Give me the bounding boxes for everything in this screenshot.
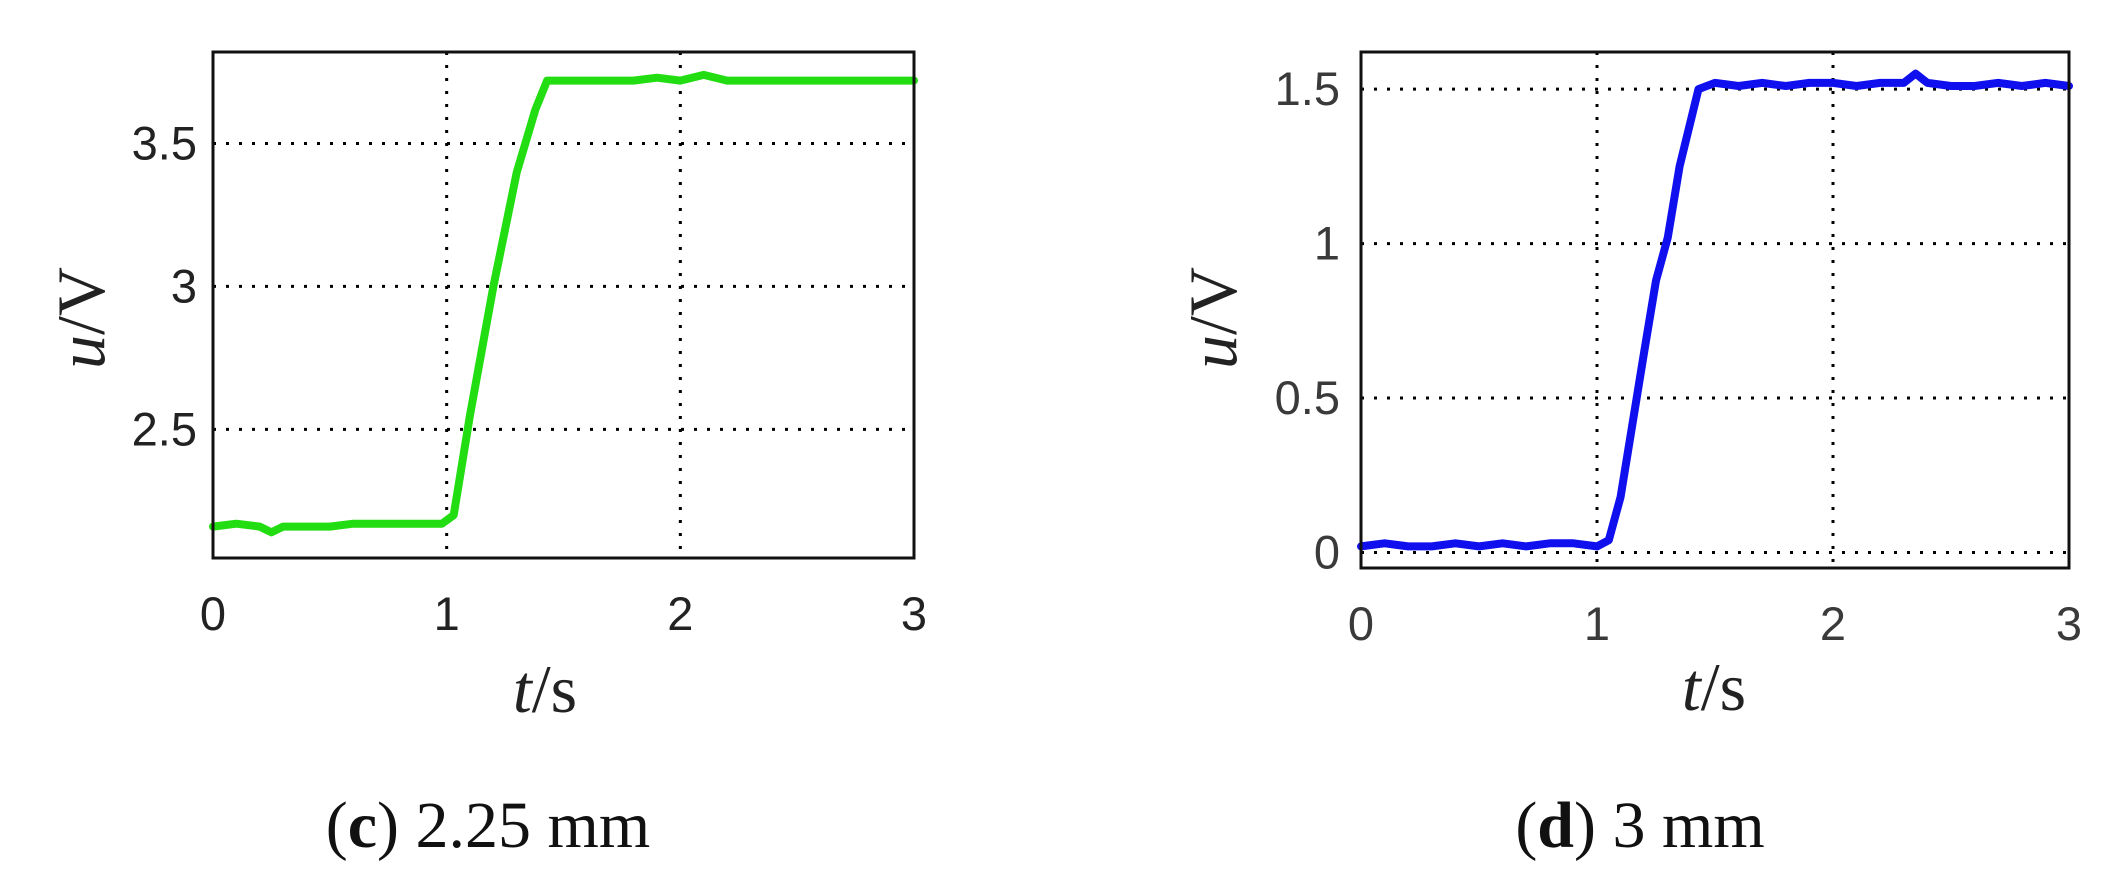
x-tick-label: 1	[434, 587, 460, 640]
plot-frame-c	[211, 50, 916, 560]
plot-frame-d	[1359, 50, 2071, 570]
y-tick-label: 3	[171, 259, 197, 312]
grid-c	[213, 52, 914, 558]
y-tick-labels-c: 2.5 3 3.5	[132, 116, 197, 455]
caption-c: (c) 2.25 mm	[326, 789, 650, 862]
x-tick-labels-c: 0 1 2 3	[200, 587, 927, 640]
x-tick-label: 1	[1584, 597, 1610, 650]
x-tick-label: 0	[1348, 597, 1374, 650]
y-axis-var-d: u	[1175, 335, 1251, 369]
caption-text-c: 2.25 mm	[399, 789, 650, 862]
grid-d	[1361, 52, 2069, 568]
x-tick-label: 3	[901, 587, 927, 640]
y-axis-unit-c: /V	[43, 267, 119, 335]
caption-text-d: 3 mm	[1596, 789, 1765, 862]
x-axis-unit-c: /s	[532, 651, 577, 727]
x-axis-var-c: t	[513, 651, 534, 727]
y-tick-label: 0.5	[1275, 371, 1340, 424]
chart-c: 0 1 2 3 2.5 3 3.5 t/s u/V (c) 2.25 mm	[43, 50, 927, 862]
series-line-d	[1357, 69, 2073, 551]
x-axis-unit-d: /s	[1701, 649, 1746, 725]
x-axis-label-d: t/s	[1682, 649, 1746, 725]
x-axis-label-c: t/s	[513, 651, 577, 727]
y-axis-label-c: u/V	[43, 267, 119, 369]
x-tick-labels-d: 0 1 2 3	[1348, 597, 2082, 650]
y-tick-label: 1	[1314, 217, 1340, 270]
chart-d: 0 1 2 3 0 0.5 1 1.5 t/s u/V (d) 3 mm	[1175, 50, 2082, 862]
x-axis-var-d: t	[1682, 649, 1703, 725]
x-tick-label: 2	[667, 587, 693, 640]
y-axis-unit-d: /V	[1175, 267, 1251, 335]
x-tick-label: 0	[200, 587, 226, 640]
y-tick-label: 3.5	[132, 116, 197, 169]
y-tick-label: 2.5	[132, 402, 197, 455]
caption-d: (d) 3 mm	[1515, 789, 1764, 862]
x-tick-label: 2	[1820, 597, 1846, 650]
series-line-c	[209, 70, 918, 537]
y-tick-label: 1.5	[1275, 62, 1340, 115]
caption-letter-c: c	[348, 789, 377, 862]
y-tick-label: 0	[1314, 526, 1340, 579]
y-axis-var-c: u	[43, 335, 119, 369]
series-line	[209, 70, 918, 537]
caption-letter-d: d	[1537, 789, 1574, 862]
x-tick-label: 3	[2056, 597, 2082, 650]
series-line	[1357, 69, 2073, 551]
y-axis-label-d: u/V	[1175, 267, 1251, 369]
y-tick-labels-d: 0 0.5 1 1.5	[1275, 62, 1340, 578]
